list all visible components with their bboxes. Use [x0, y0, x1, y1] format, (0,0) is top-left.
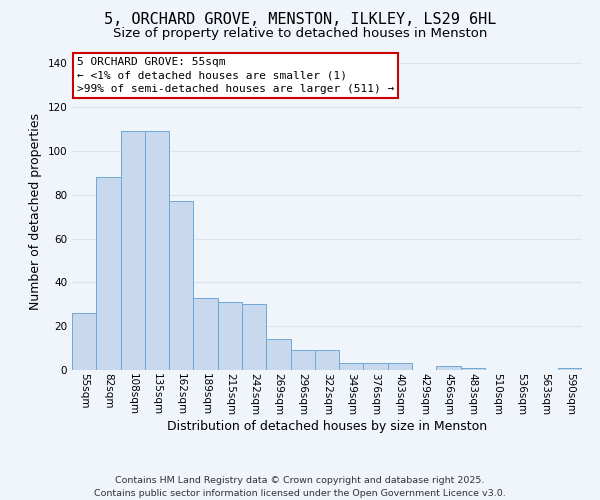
Bar [364, 364, 388, 370]
Text: 5 ORCHARD GROVE: 55sqm
← <1% of detached houses are smaller (1)
>99% of semi-det: 5 ORCHARD GROVE: 55sqm ← <1% of detached… [77, 58, 394, 94]
Bar [266, 340, 290, 370]
Bar [121, 132, 145, 370]
Bar [339, 364, 364, 370]
X-axis label: Distribution of detached houses by size in Menston: Distribution of detached houses by size … [167, 420, 487, 434]
Bar [558, 368, 582, 370]
Bar [461, 368, 485, 370]
Y-axis label: Number of detached properties: Number of detached properties [29, 113, 42, 310]
Bar [169, 202, 193, 370]
Bar [242, 304, 266, 370]
Bar [290, 350, 315, 370]
Bar [315, 350, 339, 370]
Bar [388, 364, 412, 370]
Text: Contains HM Land Registry data © Crown copyright and database right 2025.
Contai: Contains HM Land Registry data © Crown c… [94, 476, 506, 498]
Bar [72, 313, 96, 370]
Bar [96, 178, 121, 370]
Bar [218, 302, 242, 370]
Text: Size of property relative to detached houses in Menston: Size of property relative to detached ho… [113, 28, 487, 40]
Bar [145, 132, 169, 370]
Bar [436, 366, 461, 370]
Text: 5, ORCHARD GROVE, MENSTON, ILKLEY, LS29 6HL: 5, ORCHARD GROVE, MENSTON, ILKLEY, LS29 … [104, 12, 496, 28]
Bar [193, 298, 218, 370]
